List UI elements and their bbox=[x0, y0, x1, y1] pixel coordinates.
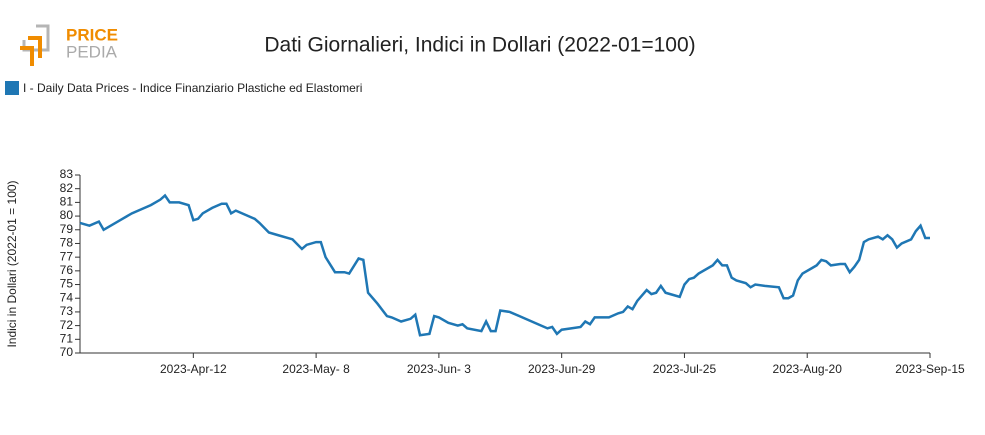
y-tick-label: 80 bbox=[60, 208, 74, 222]
legend-label: I - Daily Data Prices - Indice Finanziar… bbox=[23, 81, 362, 95]
logo-text: PEDIA bbox=[66, 42, 118, 61]
y-tick-label: 72 bbox=[60, 318, 74, 332]
x-tick-label: 2023-Jun-29 bbox=[528, 362, 596, 376]
x-tick-label: 2023-Jul-25 bbox=[653, 362, 717, 376]
logo: PRICE PEDIA bbox=[20, 24, 118, 66]
data-line bbox=[79, 193, 930, 337]
y-axis-title: Indici in Dollari (2022-01 = 100) bbox=[5, 180, 19, 347]
y-tick-label: 71 bbox=[60, 331, 74, 345]
legend-swatch bbox=[5, 81, 19, 95]
y-tick-label: 79 bbox=[60, 222, 74, 236]
y-tick-label: 70 bbox=[60, 345, 74, 359]
y-tick-label: 75 bbox=[60, 277, 74, 291]
x-tick-label: 2023-Sep-15 bbox=[895, 362, 965, 376]
y-tick-label: 74 bbox=[60, 290, 74, 304]
y-tick-label: 81 bbox=[60, 195, 74, 209]
chart-title: Dati Giornalieri, Indici in Dollari (202… bbox=[264, 34, 695, 57]
y-tick-label: 77 bbox=[60, 249, 74, 263]
x-tick-label: 2023-Apr-12 bbox=[160, 362, 227, 376]
x-tick-label: 2023-May- 8 bbox=[282, 362, 350, 376]
y-tick-label: 73 bbox=[60, 304, 74, 318]
y-tick-label: 78 bbox=[60, 236, 74, 250]
logo-text: PRICE bbox=[66, 25, 118, 44]
y-tick-label: 83 bbox=[60, 167, 74, 181]
logo-mark bbox=[20, 36, 42, 66]
y-tick-label: 76 bbox=[60, 263, 74, 277]
x-tick-label: 2023-Jun- 3 bbox=[407, 362, 471, 376]
x-tick-label: 2023-Aug-20 bbox=[773, 362, 843, 376]
y-tick-label: 82 bbox=[60, 181, 74, 195]
